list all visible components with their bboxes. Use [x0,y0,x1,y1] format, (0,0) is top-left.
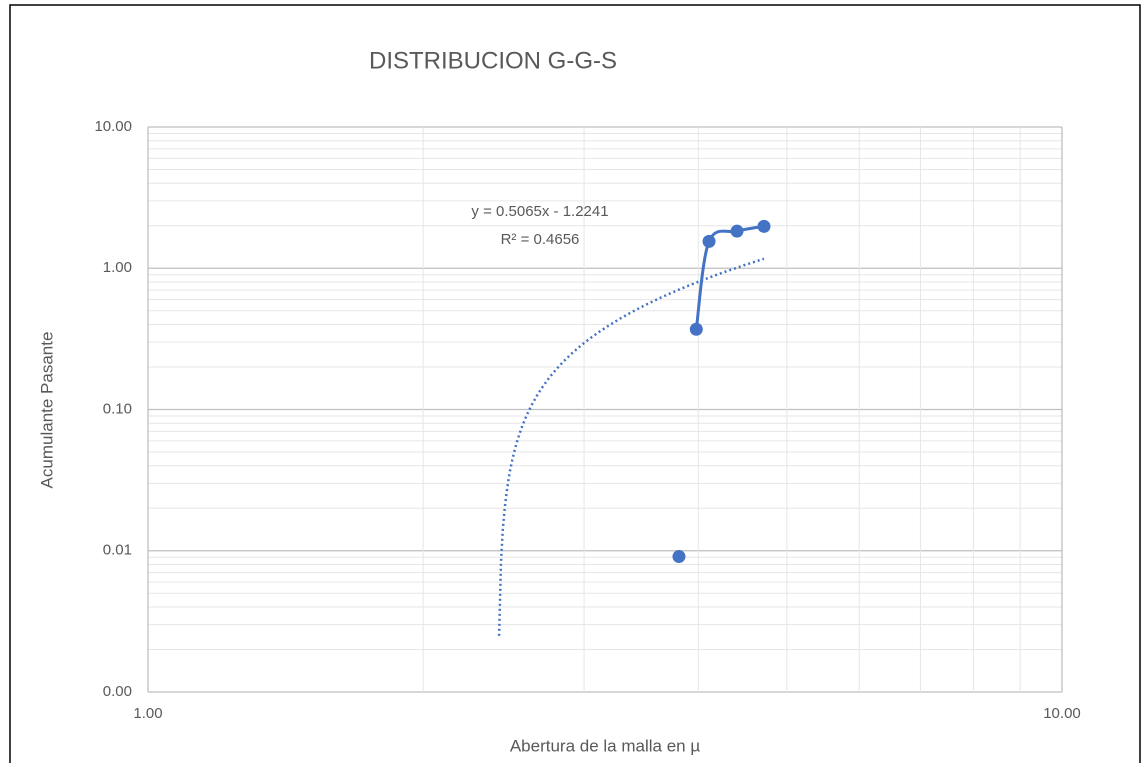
y-tick-label: 0.00 [103,683,132,700]
data-point [702,234,716,248]
data-point [689,322,703,336]
data-point [672,550,686,564]
data-point [730,224,744,238]
chart-title: DISTRIBUCION G-G-S [369,47,617,74]
x-axis-label: Abertura de la malla en µ [510,736,700,755]
y-tick-label: 0.01 [103,542,132,559]
series-line [694,224,765,330]
y-axis-label: Acumulante Pasante [37,332,56,489]
x-tick-label: 10.00 [1043,705,1081,722]
y-tick-label: 10.00 [94,118,132,135]
chart-border [9,4,1141,768]
trend-r2: R² = 0.4656 [501,231,580,248]
trendline [497,257,765,636]
x-tick-label: 1.00 [133,705,162,722]
y-tick-label: 1.00 [103,259,132,276]
data-point [757,219,771,233]
y-tick-label: 0.10 [103,400,132,417]
trend-equation: y = 0.5065x - 1.2241 [471,203,608,220]
